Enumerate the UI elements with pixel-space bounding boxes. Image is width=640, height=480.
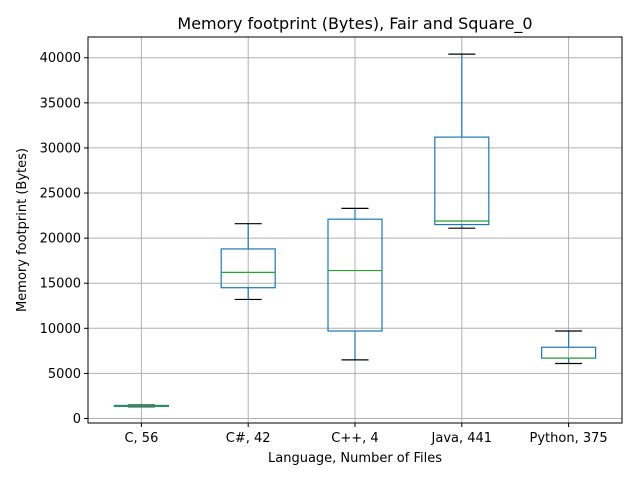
box-layer — [113, 53, 597, 408]
iqr-box — [434, 136, 490, 226]
x-tick-label: C, 56 — [124, 431, 158, 446]
box-group — [327, 207, 383, 361]
y-axis-label: Memory footprint (Bytes) — [15, 148, 30, 312]
y-tick-label: 0 — [73, 412, 81, 427]
x-tick-label: C++, 4 — [331, 431, 378, 446]
chart-title: Memory footprint (Bytes), Fair and Squar… — [177, 14, 532, 34]
y-tick-label: 35000 — [40, 96, 81, 111]
iqr-box — [220, 248, 276, 289]
box-group — [220, 223, 276, 301]
axis-layer: 0 5000 10000 15000 20000 25000 30000 35000 40000… — [40, 51, 608, 446]
box-group — [540, 330, 597, 365]
x-axis-label: Language, Number of Files — [268, 451, 442, 466]
x-tick-label: Java, 441 — [431, 431, 493, 446]
x-tick-label: Python, 375 — [530, 431, 608, 446]
y-tick-label: 30000 — [40, 141, 81, 156]
iqr-box — [327, 218, 383, 332]
y-tick-label: 5000 — [48, 367, 81, 382]
grid-layer — [88, 37, 622, 423]
box-group — [434, 53, 490, 229]
y-tick-label: 10000 — [40, 322, 81, 337]
y-tick-label: 40000 — [40, 51, 81, 66]
box-group — [113, 404, 170, 408]
y-tick-label: 25000 — [40, 187, 81, 202]
x-tick-label: C#, 42 — [226, 431, 271, 446]
y-tick-label: 15000 — [40, 277, 81, 292]
y-tick-label: 20000 — [40, 232, 81, 247]
